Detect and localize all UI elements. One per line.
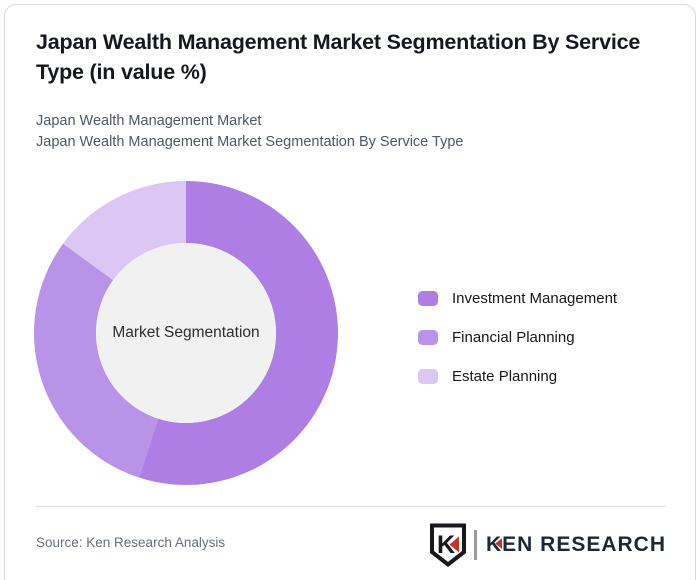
legend-swatch-investment-management: [418, 291, 438, 306]
donut-segment-estate-planning: [63, 181, 186, 281]
source-text: Source: Ken Research Analysis: [36, 535, 226, 550]
wordmark-red-triangle-icon: [495, 538, 503, 549]
legend-label: Financial Planning: [452, 329, 575, 346]
donut-svg: [34, 181, 338, 485]
legend-swatch-financial-planning: [418, 330, 438, 345]
shield-red-triangle: [449, 536, 459, 553]
legend-swatch-estate-planning: [418, 369, 438, 384]
shield-letter: K: [437, 531, 455, 559]
donut-segment-financial-planning: [34, 243, 159, 478]
footer-divider: [36, 506, 666, 507]
chart-title: Japan Wealth Management Market Segmentat…: [36, 30, 641, 84]
legend: Investment Management Financial Planning…: [418, 290, 617, 385]
logo-separator: [473, 530, 477, 560]
donut-inner-circle: [96, 243, 276, 423]
legend-item-financial-planning: Financial Planning: [418, 329, 617, 346]
legend-item-estate-planning: Estate Planning: [418, 368, 617, 385]
donut-segment-investment-management: [139, 181, 338, 485]
chart-subtitles: Japan Wealth Management Market Japan Wea…: [36, 111, 676, 152]
legend-label: Investment Management: [452, 290, 618, 307]
chart-card: Japan Wealth Management Market Segmentat…: [4, 4, 696, 580]
wordmark-letter-k: K: [485, 533, 503, 556]
ken-research-logo: K K EN RESEARCH: [429, 522, 666, 568]
legend-item-investment-management: Investment Management: [418, 290, 617, 307]
subtitle-line-1: Japan Wealth Management Market: [36, 113, 262, 129]
subtitle-line-2: Japan Wealth Management Market Segmentat…: [36, 133, 464, 150]
logo-wordmark: K EN RESEARCH: [486, 533, 666, 557]
legend-label: Estate Planning: [452, 368, 558, 385]
donut-chart: Market Segmentation: [34, 181, 338, 485]
ken-research-shield-icon: K: [429, 523, 466, 567]
wordmark-rest: EN RESEARCH: [502, 533, 666, 556]
